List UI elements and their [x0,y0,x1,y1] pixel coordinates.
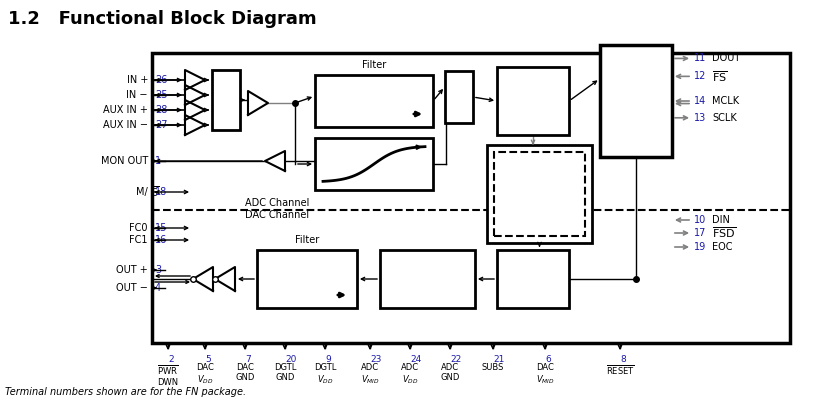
Text: ADC: ADC [520,96,546,106]
Text: AUX IN −: AUX IN − [103,120,148,130]
Text: 1.2   Functional Block Diagram: 1.2 Functional Block Diagram [8,10,317,28]
Text: M
U
X: M U X [455,82,463,112]
Polygon shape [185,100,205,120]
Bar [380,250,475,308]
Text: MON OUT: MON OUT [100,156,148,166]
Polygon shape [215,267,235,291]
Polygon shape [185,85,205,105]
Bar [445,71,473,123]
Text: OUT −: OUT − [116,283,148,293]
Text: DAC
$V_{MID}$: DAC $V_{MID}$ [536,363,555,386]
Text: DGTL
GND: DGTL GND [274,363,297,382]
Text: $\overline{\mathrm{S}}$: $\overline{\mathrm{S}}$ [150,185,159,199]
Text: 1: 1 [155,156,161,166]
Text: Internal
Voltage
Reference: Internal Voltage Reference [511,177,568,211]
Text: 24: 24 [410,355,422,364]
Text: 18: 18 [155,187,167,197]
Text: 9: 9 [325,355,331,364]
Text: 11: 11 [694,53,706,64]
Text: 17: 17 [694,228,707,238]
Text: 22: 22 [450,355,462,364]
Text: DAC
$V_{DD}$: DAC $V_{DD}$ [196,363,214,386]
Text: 28: 28 [155,105,167,115]
Text: 12: 12 [694,71,707,81]
Text: EOC: EOC [712,242,733,252]
Text: $\overline{\mathrm{FSD}}$: $\overline{\mathrm{FSD}}$ [712,226,736,240]
Bar [494,152,585,236]
Text: 16: 16 [155,235,167,245]
Polygon shape [185,115,205,135]
Text: 6: 6 [545,355,551,364]
Text: AUX IN +: AUX IN + [103,105,148,115]
Text: ADC
GND: ADC GND [440,363,460,382]
Text: M
U
X: M U X [222,85,230,115]
Text: $\overline{\mathrm{RESET}}$: $\overline{\mathrm{RESET}}$ [605,363,635,377]
Text: FC0: FC0 [130,223,148,233]
Text: 8: 8 [620,355,626,364]
Bar [497,250,569,308]
Text: 25: 25 [155,90,167,100]
Polygon shape [193,267,213,291]
Text: IN −: IN − [127,90,148,100]
Text: DAC: DAC [520,274,546,284]
Text: MCLK: MCLK [712,96,739,106]
Text: IN +: IN + [127,75,148,85]
Text: DAC
GND: DAC GND [235,363,255,382]
Text: 10: 10 [694,215,706,225]
Text: 20: 20 [285,355,297,364]
Bar [212,70,240,130]
Text: 5: 5 [205,355,211,364]
Text: Filter: Filter [295,235,319,245]
Text: 15: 15 [155,223,167,233]
Text: M/: M/ [136,187,148,197]
Text: 26: 26 [155,75,167,85]
Bar [497,67,569,135]
Text: SUBS: SUBS [482,363,504,372]
Text: 13: 13 [694,113,706,123]
Bar [152,53,790,343]
Text: $\overline{\mathrm{PWR}}$
DWN: $\overline{\mathrm{PWR}}$ DWN [158,363,179,387]
Text: $\overline{\mathrm{FS}}$: $\overline{\mathrm{FS}}$ [712,69,727,84]
Text: DIN: DIN [712,215,730,225]
Text: 14: 14 [694,96,706,106]
Text: 4: 4 [155,283,161,293]
Text: DGTL
$V_{DD}$: DGTL $V_{DD}$ [314,363,336,386]
Text: 21: 21 [493,355,504,364]
Bar [315,75,433,127]
Text: ADC Channel: ADC Channel [245,198,310,208]
Text: DOUT: DOUT [712,53,740,64]
Text: 7: 7 [245,355,251,364]
Text: 19: 19 [694,242,706,252]
Polygon shape [265,151,285,171]
Bar [600,45,672,157]
Text: OUT +: OUT + [116,265,148,275]
Text: 2: 2 [168,355,174,364]
Text: Serial
Port: Serial Port [618,90,654,112]
Text: ADC
$V_{DD}$: ADC $V_{DD}$ [401,363,419,386]
Text: FC1: FC1 [130,235,148,245]
Text: 27: 27 [155,120,167,130]
Text: 23: 23 [370,355,382,364]
Text: Filter: Filter [362,60,386,70]
Bar [257,250,357,308]
Text: SCLK: SCLK [712,113,737,123]
Text: DAC Channel: DAC Channel [245,210,309,220]
Bar [315,138,433,190]
Text: 3: 3 [155,265,161,275]
Bar [487,145,592,243]
Text: Terminal numbers shown are for the FN package.: Terminal numbers shown are for the FN pa… [5,387,246,397]
Text: (sin x)/x
Correction: (sin x)/x Correction [399,268,457,290]
Polygon shape [248,91,268,115]
Text: ADC
$V_{MID}$: ADC $V_{MID}$ [360,363,379,386]
Polygon shape [185,70,205,90]
